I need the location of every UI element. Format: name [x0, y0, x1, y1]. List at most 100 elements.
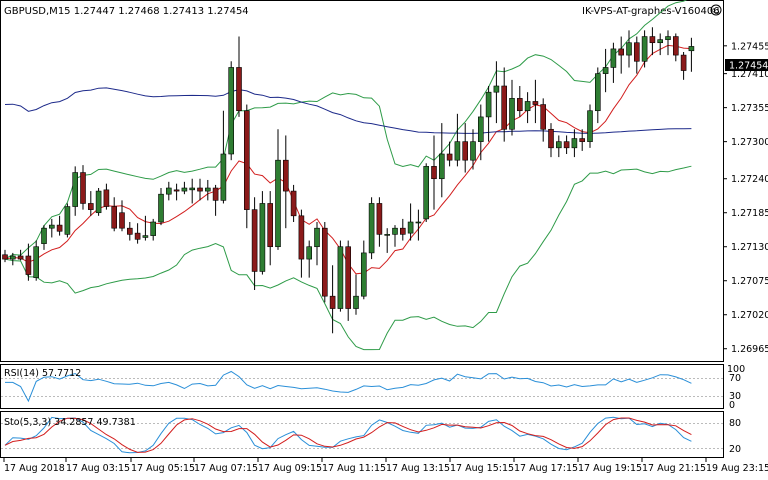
candle [80, 165, 86, 210]
candle [485, 86, 492, 142]
candle-body [431, 166, 437, 180]
price-tick-label: 1.27185 [731, 208, 768, 219]
candle-body [298, 215, 305, 260]
candle-body [516, 98, 523, 112]
candle-body [399, 227, 406, 235]
candle [594, 67, 601, 124]
candle [197, 178, 203, 201]
candle-body [493, 85, 500, 93]
candle-body [259, 203, 266, 272]
candle [56, 215, 63, 236]
sto-tick-20: 20 [729, 444, 741, 455]
candle [306, 240, 313, 278]
candle-body [212, 187, 219, 201]
candle-body [470, 141, 476, 161]
candle-body [446, 153, 453, 161]
candle [259, 191, 266, 275]
candle-body [150, 221, 156, 236]
candle-body [540, 104, 547, 130]
candle-body [80, 172, 86, 204]
candle [189, 178, 195, 204]
ma-blue [4, 87, 692, 134]
sto-main-path [4, 416, 692, 454]
candle-body [594, 73, 601, 112]
candle [337, 240, 344, 312]
candle-body [360, 252, 367, 297]
candle-body [56, 224, 63, 232]
bollinger-lower [4, 165, 692, 351]
candle [290, 184, 297, 222]
candle-body [618, 48, 625, 56]
candle-body [329, 295, 336, 309]
candle-body [314, 227, 320, 248]
candle-body [282, 159, 289, 192]
time-tick-label: 17 Aug 13:15 [386, 463, 450, 474]
candle-body [688, 46, 695, 52]
candle-body [72, 172, 78, 207]
candle-body [579, 138, 586, 142]
candle [17, 249, 24, 261]
candle-body [626, 42, 632, 56]
time-tick-label: 19 Aug 23:15 [706, 463, 768, 474]
candle-body [368, 203, 375, 254]
time-tick-label: 17 Aug 03:15 [66, 463, 130, 474]
candle [509, 79, 515, 136]
price-tick-label: 1.27130 [731, 242, 768, 253]
candle [524, 92, 531, 124]
candle-body [384, 234, 391, 236]
candle-body [103, 189, 110, 207]
candle-body [657, 39, 664, 44]
candle-body [142, 235, 149, 238]
candle [212, 184, 219, 216]
candle [477, 104, 484, 161]
candle [220, 110, 227, 204]
candle-body [64, 206, 71, 235]
candle [680, 52, 687, 80]
candle-body [454, 141, 461, 161]
candle [236, 36, 242, 117]
candle-body [33, 246, 40, 278]
candle-body [173, 189, 180, 192]
candle-body [244, 110, 250, 210]
candle [392, 225, 398, 247]
sto-tick-80: 80 [729, 418, 741, 429]
main-panel-frame [0, 0, 724, 362]
candle-body [321, 227, 328, 297]
candle [314, 222, 320, 266]
candle [368, 197, 375, 260]
candle-body [158, 193, 164, 223]
sto-label: Sto(5,3,3) 34.2857 49.7381 [4, 417, 136, 428]
rsi-tick-70: 70 [729, 373, 741, 384]
bollinger-bands [4, 0, 692, 351]
candle-body [353, 295, 359, 309]
candle [579, 129, 586, 151]
sto-level-lines [1, 423, 723, 449]
candle [376, 197, 383, 247]
rsi-level-lines [1, 378, 723, 397]
candle-body [2, 254, 8, 260]
candle [10, 252, 16, 266]
candle [555, 135, 562, 158]
symbol-header: GBPUSD,M15 1.27447 1.27468 1.27413 1.274… [4, 6, 249, 17]
smiley-icon[interactable] [710, 4, 722, 16]
candle [665, 30, 671, 56]
candle [602, 48, 609, 93]
candle-body [633, 42, 640, 62]
candle-body [524, 101, 531, 112]
candle-body [665, 36, 671, 40]
candle [95, 188, 102, 216]
candle [88, 191, 94, 216]
candle-body [205, 187, 211, 192]
candle [181, 181, 188, 195]
expert-label: IK-VPS-AT-graphes-V160406 [582, 6, 720, 17]
candle [688, 37, 695, 72]
candle [173, 183, 180, 201]
candle-body [95, 190, 102, 214]
candle [25, 243, 32, 281]
candle [501, 67, 508, 142]
candle [415, 209, 422, 241]
candle [353, 274, 359, 315]
rsi-label: RSI(14) 57.7712 [4, 368, 81, 379]
candle-body [166, 187, 172, 195]
